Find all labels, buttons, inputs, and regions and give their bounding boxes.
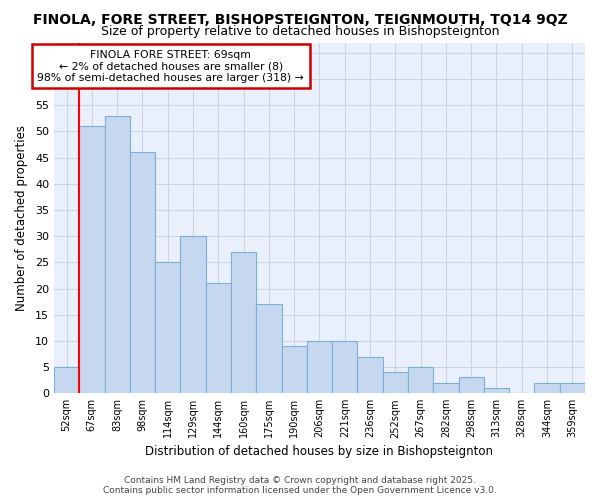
Bar xyxy=(130,152,155,393)
Text: FINOLA FORE STREET: 69sqm
← 2% of detached houses are smaller (8)
98% of semi-de: FINOLA FORE STREET: 69sqm ← 2% of detach… xyxy=(37,50,304,82)
Bar xyxy=(155,262,181,393)
Bar xyxy=(383,372,408,393)
Bar xyxy=(79,126,104,393)
Bar xyxy=(484,388,509,393)
Text: FINOLA, FORE STREET, BISHOPSTEIGNTON, TEIGNMOUTH, TQ14 9QZ: FINOLA, FORE STREET, BISHOPSTEIGNTON, TE… xyxy=(32,12,568,26)
Bar xyxy=(560,382,585,393)
Bar xyxy=(231,252,256,393)
Bar xyxy=(181,236,206,393)
Bar xyxy=(206,284,231,393)
Bar xyxy=(281,346,307,393)
Bar xyxy=(307,341,332,393)
Bar xyxy=(104,116,130,393)
Bar xyxy=(408,367,433,393)
Bar xyxy=(256,304,281,393)
Text: Size of property relative to detached houses in Bishopsteignton: Size of property relative to detached ho… xyxy=(101,25,499,38)
Text: Contains HM Land Registry data © Crown copyright and database right 2025.
Contai: Contains HM Land Registry data © Crown c… xyxy=(103,476,497,495)
Bar xyxy=(458,378,484,393)
Bar xyxy=(54,367,79,393)
Bar xyxy=(358,356,383,393)
Bar xyxy=(332,341,358,393)
Bar xyxy=(433,382,458,393)
Y-axis label: Number of detached properties: Number of detached properties xyxy=(15,125,28,311)
Bar xyxy=(535,382,560,393)
X-axis label: Distribution of detached houses by size in Bishopsteignton: Distribution of detached houses by size … xyxy=(145,444,493,458)
